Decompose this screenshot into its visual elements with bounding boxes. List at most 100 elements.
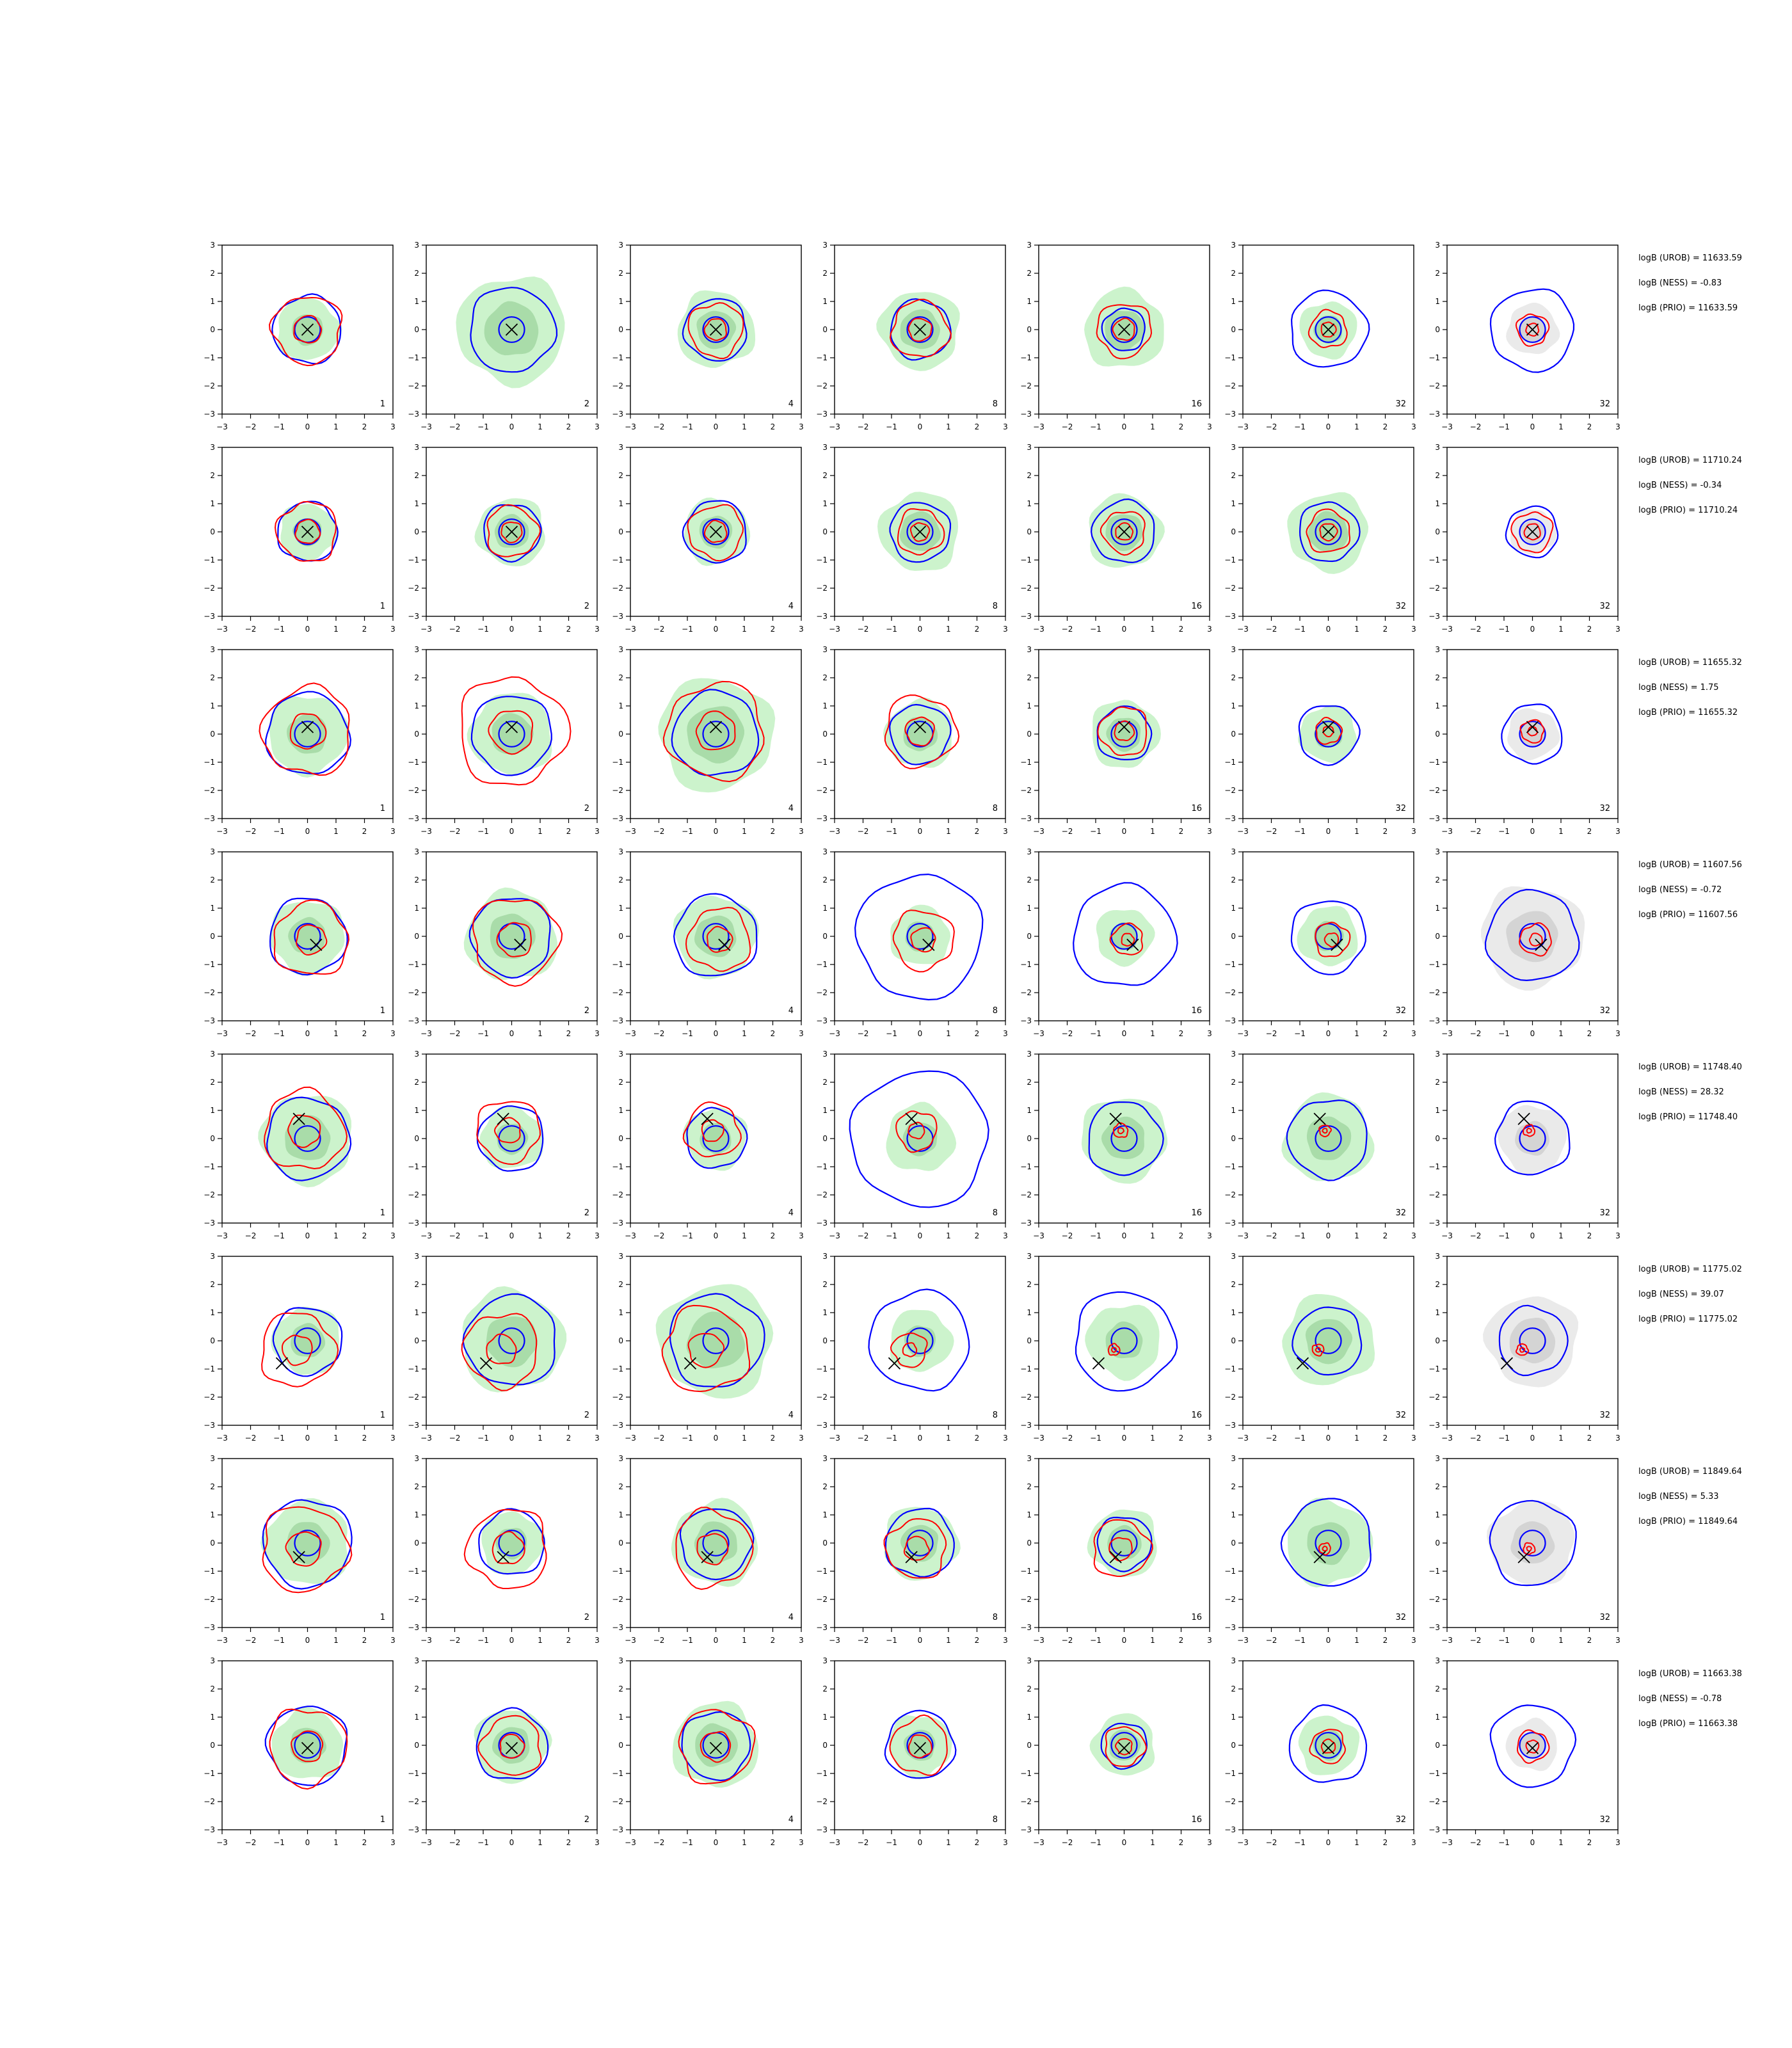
y-tick-label: 3 (210, 645, 215, 654)
blue-contour-outer (1484, 888, 1580, 982)
y-tick-label: −3 (1224, 1016, 1236, 1025)
y-tick-label: −3 (1020, 612, 1032, 621)
x-tick-label: 3 (595, 625, 600, 634)
y-tick-label: 3 (1435, 443, 1440, 452)
red-contour-inner (488, 710, 534, 755)
y-tick-label: 2 (822, 1482, 828, 1491)
x-tick-label: 3 (1003, 625, 1008, 634)
y-tick-label: 2 (618, 1078, 623, 1087)
red-contour-outer (892, 909, 955, 973)
blue-contour-outer (265, 691, 352, 775)
x-tick-label: 0 (1326, 1231, 1331, 1240)
y-tick-label: −3 (408, 1016, 419, 1025)
x-tick-label: −2 (858, 1029, 869, 1038)
y-tick-label: −1 (204, 758, 215, 767)
panel-label: 8 (993, 602, 998, 611)
x-tick-label: 3 (1207, 625, 1212, 634)
x-tick-label: 1 (742, 827, 747, 836)
x-tick-label: −2 (449, 1231, 461, 1240)
x-tick-label: 2 (566, 1434, 572, 1443)
x-tick-label: 0 (1122, 827, 1127, 836)
red-contour-inner (1111, 1347, 1117, 1353)
density-core (1519, 721, 1546, 748)
panel-label: 2 (584, 1208, 589, 1218)
subplot-r8-c1: −3 −2 −1 0 1 2 3 3 2 1 0 −1 −2 −3 1 (204, 1656, 396, 1847)
y-tick-label: −2 (204, 1190, 215, 1199)
y-tick-label: 1 (1027, 1106, 1032, 1115)
x-tick-label: 0 (1122, 1838, 1127, 1847)
x-tick-label: −2 (858, 625, 869, 634)
y-tick-label: −3 (1224, 1825, 1236, 1834)
y-tick-label: −3 (408, 814, 419, 823)
x-tick-label: 3 (1615, 1838, 1620, 1847)
stat-ness: logB (NESS) = -0.72 (1638, 885, 1722, 895)
x-tick-label: −3 (420, 1838, 432, 1847)
y-tick-label: 3 (1231, 443, 1236, 452)
y-tick-label: 0 (1435, 527, 1440, 536)
red-contour-outer (687, 302, 744, 360)
y-tick-label: 0 (618, 325, 623, 334)
x-tick-label: −1 (273, 1636, 285, 1645)
x-tick-label: 1 (333, 1434, 339, 1443)
y-tick-label: 3 (822, 645, 828, 654)
y-tick-label: 1 (822, 1713, 828, 1722)
blue-contour-outer (1090, 498, 1155, 564)
y-tick-label: 3 (618, 847, 623, 856)
x-tick-label: 2 (1179, 625, 1184, 634)
y-tick-label: 2 (210, 1482, 215, 1491)
density-core (285, 1115, 331, 1160)
y-tick-label: 0 (1231, 1134, 1236, 1143)
y-tick-label: 1 (1435, 1308, 1440, 1317)
x-tick-label: −3 (1033, 1636, 1044, 1645)
x-tick-label: 0 (918, 1838, 923, 1847)
y-tick-label: −3 (612, 1421, 623, 1430)
x-tick-label: 1 (1558, 625, 1564, 634)
x-tick-label: 2 (1587, 1838, 1592, 1847)
y-tick-label: −2 (1224, 1595, 1236, 1604)
y-tick-label: 1 (618, 1308, 623, 1317)
panel-label: 2 (584, 1411, 589, 1420)
red-contour-inner (296, 924, 328, 956)
x-tick-label: 3 (595, 1029, 600, 1038)
y-tick-label: 0 (1435, 1741, 1440, 1750)
x-tick-label: 1 (1150, 1838, 1155, 1847)
red-contour-inner (281, 1334, 313, 1366)
x-tick-label: −1 (477, 422, 489, 431)
x-tick-label: 1 (333, 625, 339, 634)
y-tick-label: −2 (1224, 584, 1236, 593)
x-tick-label: 0 (1326, 422, 1331, 431)
stats-row-5: logB (UROB) = 11748.40 logB (NESS) = 28.3… (1638, 1062, 1742, 1122)
x-tick-label: 2 (1179, 1434, 1184, 1443)
x-tick-label: 2 (362, 1029, 367, 1038)
blue-contour-inner (1519, 1530, 1546, 1556)
true-value-marker (1109, 1551, 1122, 1564)
blue-contour-outer (1299, 501, 1361, 563)
x-tick-label: −1 (1498, 625, 1510, 634)
y-tick-label: −3 (816, 1421, 828, 1430)
x-tick-label: 2 (1179, 827, 1184, 836)
x-tick-label: 3 (1411, 1231, 1416, 1240)
blue-contour-outer (1505, 505, 1559, 559)
y-tick-label: 1 (414, 701, 419, 710)
x-tick-label: −1 (682, 827, 693, 836)
x-tick-label: 0 (714, 625, 719, 634)
y-tick-label: −2 (204, 1393, 215, 1402)
y-tick-label: 0 (618, 730, 623, 739)
blue-contour-outer (671, 689, 760, 776)
x-tick-label: −1 (886, 1636, 897, 1645)
true-value-marker (1322, 721, 1335, 733)
x-tick-label: −1 (886, 1029, 897, 1038)
y-tick-label: 1 (618, 1510, 623, 1519)
subplot-r8-c3: −3 −2 −1 0 1 2 3 3 2 1 0 −1 −2 −3 4 (612, 1656, 804, 1847)
panel-label: 2 (584, 1006, 589, 1016)
subplot-r5-c2: −3 −2 −1 0 1 2 3 3 2 1 0 −1 −2 −3 2 (408, 1050, 600, 1240)
y-tick-label: −3 (204, 612, 215, 621)
red-contour-outer (662, 680, 765, 783)
density-core (1314, 920, 1344, 952)
y-tick-label: 1 (822, 1308, 828, 1317)
red-contour-inner (1322, 726, 1334, 737)
x-tick-label: −1 (477, 1029, 489, 1038)
y-tick-label: −1 (1428, 758, 1440, 767)
